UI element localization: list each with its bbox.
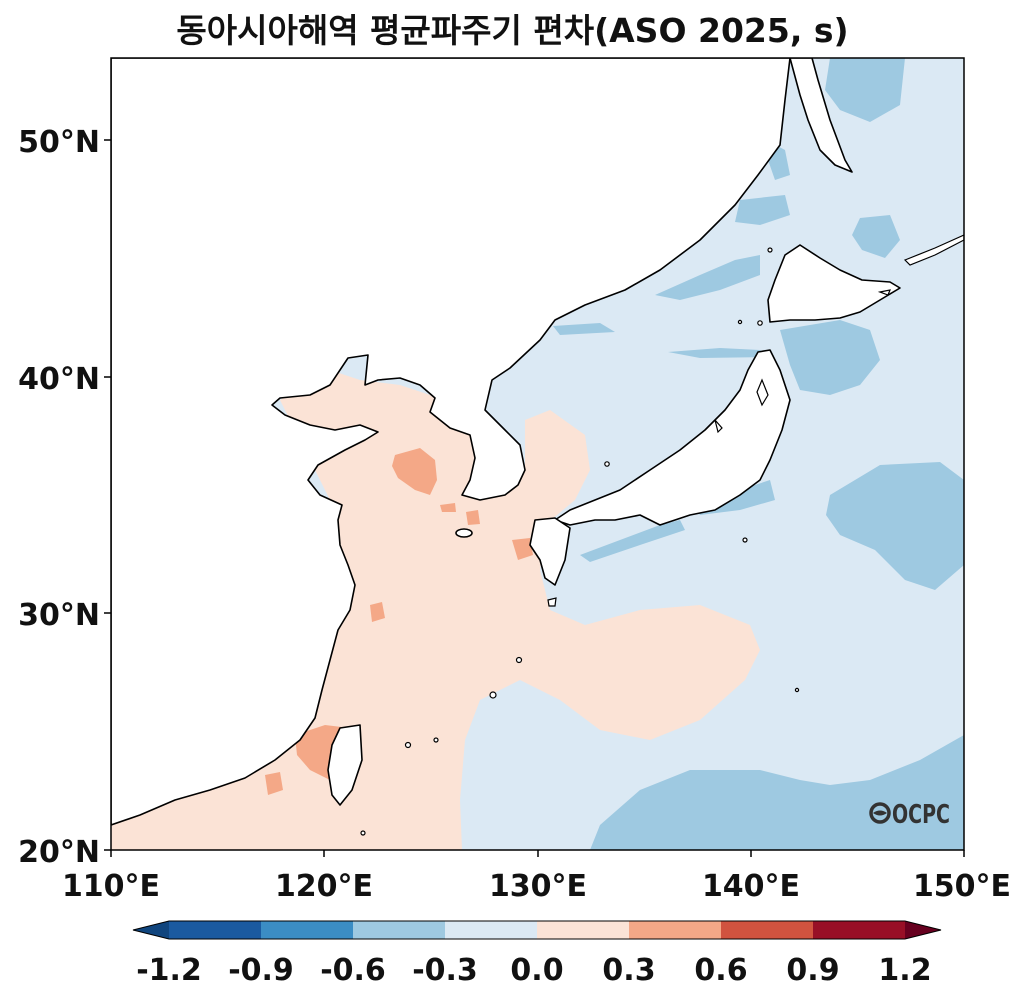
anomaly-field-pos-light <box>111 370 760 850</box>
hokkaido-coast <box>767 244 901 323</box>
anomaly-field-neg-mid <box>553 58 964 850</box>
y-axis: 20°N 30°N 40°N 50°N <box>18 125 111 870</box>
colorbar-segment <box>261 921 354 939</box>
colorbar-segment <box>169 921 262 939</box>
x-axis: 110°E 120°E 130°E 140°E 150°E <box>62 850 1011 904</box>
x-tick-label: 140°E <box>702 869 800 904</box>
colorbar-segment <box>629 921 722 939</box>
taiwan-coast <box>327 724 363 806</box>
ocpc-logo: OCPC <box>869 800 950 830</box>
colorbar-tick-label: 0.6 <box>694 953 747 988</box>
y-tick-label: 50°N <box>18 125 100 160</box>
colorbar-segment <box>537 921 630 939</box>
colorbar-segment <box>353 921 446 939</box>
jeju-coast <box>455 528 473 538</box>
sakhalin-coast <box>789 58 853 173</box>
colorbar-tick-label: 0.3 <box>602 953 655 988</box>
colorbar-tick-label: 1.2 <box>878 953 931 988</box>
mainland-coast <box>111 58 791 826</box>
colorbar: -1.2 -0.9 -0.6 -0.3 0.0 0.3 0.6 0.9 1.2 <box>132 920 942 988</box>
colorbar-tick-label: -1.2 <box>136 953 202 988</box>
x-tick-label: 130°E <box>489 869 587 904</box>
colorbar-tick-label: -0.3 <box>412 953 478 988</box>
colorbar-tick-label: 0.0 <box>510 953 563 988</box>
y-tick-label: 30°N <box>18 598 100 633</box>
small-islands <box>360 234 964 836</box>
colorbar-tick-label: -0.9 <box>228 953 294 988</box>
colorbar-segment <box>721 921 814 939</box>
x-tick-label: 150°E <box>913 869 1011 904</box>
colorbar-extend-high <box>905 921 941 939</box>
logo-text: OCPC <box>892 800 950 830</box>
map-area <box>111 58 964 850</box>
y-tick-label: 40°N <box>18 362 100 397</box>
colorbar-outline <box>132 920 942 940</box>
land <box>111 58 901 826</box>
x-tick-label: 120°E <box>275 869 373 904</box>
y-tick-label: 20°N <box>18 835 100 870</box>
map-title: 동아시아해역 평균파주기 편차(ASO 2025, s) <box>176 11 849 50</box>
x-tick-label: 110°E <box>62 869 160 904</box>
colorbar-segment <box>813 921 906 939</box>
colorbar-tick-label: 0.9 <box>786 953 839 988</box>
kyushu-coast <box>529 517 571 586</box>
colorbar-segment <box>445 921 538 939</box>
colorbar-extend-low <box>133 921 169 939</box>
colorbar-tick-label: -0.6 <box>320 953 386 988</box>
japan-coast <box>554 349 791 526</box>
